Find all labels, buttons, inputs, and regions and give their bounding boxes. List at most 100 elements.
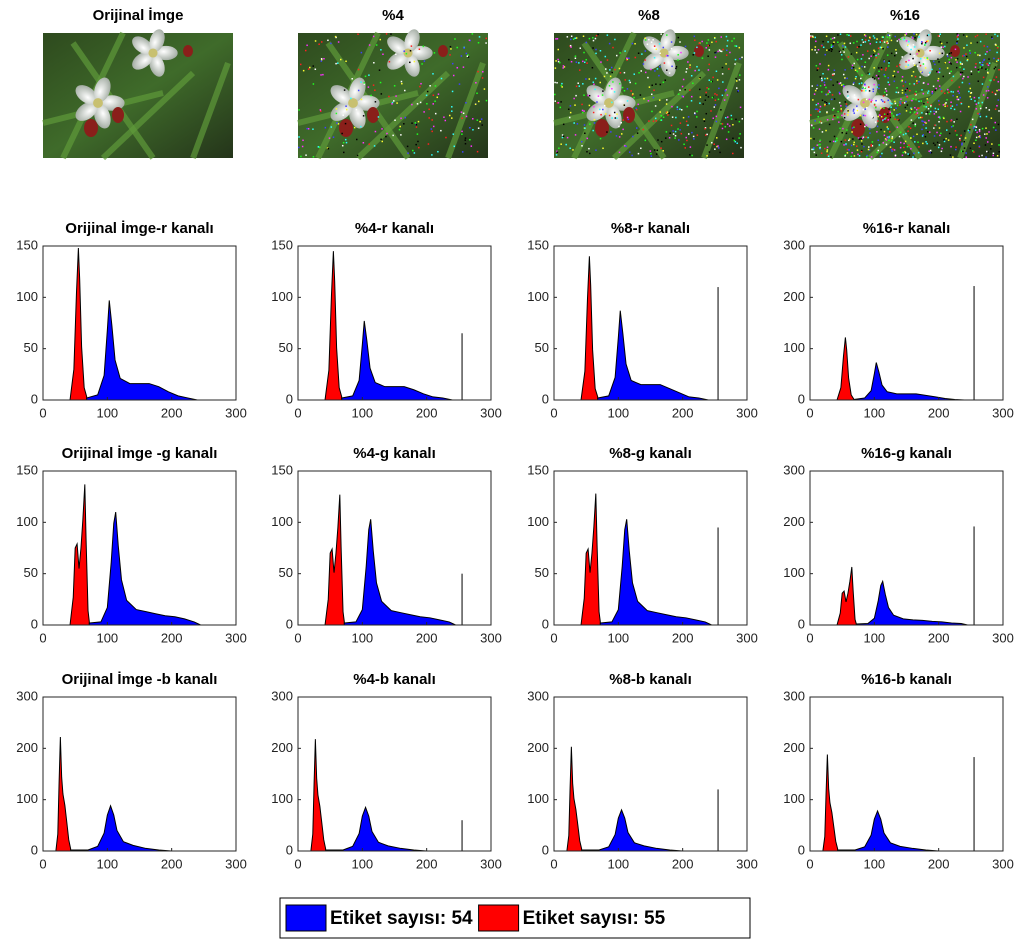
noise-pixel xyxy=(857,98,860,101)
noise-pixel xyxy=(998,144,1000,146)
histogram-area xyxy=(580,256,599,401)
noise-pixel xyxy=(650,68,652,71)
noise-pixel xyxy=(432,94,435,97)
noise-pixel xyxy=(995,76,998,78)
noise-pixel xyxy=(851,151,853,154)
noise-pixel xyxy=(721,66,724,69)
noise-pixel xyxy=(844,77,846,79)
noise-pixel xyxy=(937,108,940,110)
legend-label: Etiket sayısı: 54 xyxy=(330,908,473,929)
noise-pixel xyxy=(921,116,924,119)
petal xyxy=(349,77,366,102)
chart-title: Orijinal İmge -g kanalı xyxy=(62,445,218,462)
noise-pixel xyxy=(913,83,916,85)
noise-pixel xyxy=(556,82,558,84)
noise-pixel xyxy=(921,43,923,45)
noise-pixel xyxy=(940,42,943,45)
y-tick-label: 100 xyxy=(783,791,805,806)
noise-pixel xyxy=(735,118,737,121)
noise-pixel xyxy=(896,126,899,128)
noise-pixel xyxy=(312,65,315,67)
noise-pixel xyxy=(877,53,880,55)
noise-pixel xyxy=(969,52,971,54)
noise-pixel xyxy=(631,94,634,96)
noise-pixel xyxy=(461,133,463,135)
noise-pixel xyxy=(630,90,632,92)
histogram-area xyxy=(325,805,427,852)
noise-pixel xyxy=(685,71,687,73)
noise-pixel xyxy=(867,136,869,139)
noise-pixel xyxy=(380,138,382,141)
noise-pixel xyxy=(882,95,885,97)
noise-pixel xyxy=(942,116,945,119)
noise-pixel xyxy=(862,101,865,104)
noise-pixel xyxy=(912,135,915,138)
noise-pixel xyxy=(819,148,821,150)
noise-pixel xyxy=(830,38,832,40)
noise-pixel xyxy=(840,108,842,110)
chart-title: %4-g kanalı xyxy=(353,445,436,462)
noise-pixel xyxy=(968,90,970,93)
noise-pixel xyxy=(730,118,733,120)
noise-pixel xyxy=(845,132,848,135)
noise-pixel xyxy=(478,36,481,38)
histogram-area xyxy=(343,519,456,626)
noise-pixel xyxy=(974,100,976,102)
noise-pixel xyxy=(842,73,845,76)
noise-pixel xyxy=(417,120,420,123)
noise-pixel xyxy=(878,70,880,73)
noise-pixel xyxy=(946,41,948,44)
noise-pixel xyxy=(894,100,896,103)
noise-pixel xyxy=(871,145,874,147)
noise-pixel xyxy=(915,98,917,101)
noise-pixel xyxy=(946,129,948,131)
noise-pixel xyxy=(655,48,658,51)
noise-pixel xyxy=(826,149,829,151)
noise-pixel xyxy=(320,110,322,112)
noise-pixel xyxy=(893,109,895,111)
noise-pixel xyxy=(950,126,953,128)
petal xyxy=(75,101,98,121)
noise-pixel xyxy=(708,49,711,51)
noise-pixel xyxy=(970,70,973,73)
noise-pixel xyxy=(606,34,609,36)
histogram-area xyxy=(853,362,965,401)
noise-pixel xyxy=(419,85,421,88)
noise-pixel xyxy=(318,146,321,149)
noise-pixel xyxy=(898,38,900,41)
y-tick-label: 100 xyxy=(271,514,293,529)
noise-pixel xyxy=(856,40,858,43)
noise-pixel xyxy=(556,150,558,153)
x-tick-label: 100 xyxy=(607,856,629,871)
noise-pixel xyxy=(696,134,699,136)
noise-pixel xyxy=(885,143,888,146)
noise-pixel xyxy=(418,48,421,50)
noise-pixel xyxy=(621,86,624,89)
chart-title: %16-r kanalı xyxy=(863,220,951,237)
noise-pixel xyxy=(966,35,968,38)
noise-pixel xyxy=(837,116,839,119)
noise-pixel xyxy=(895,49,897,51)
noise-pixel xyxy=(951,79,953,82)
noise-pixel xyxy=(636,132,639,134)
noise-pixel xyxy=(861,137,864,139)
noise-pixel xyxy=(620,133,623,135)
noise-pixel xyxy=(938,100,940,102)
noise-pixel xyxy=(409,61,411,64)
noise-pixel xyxy=(330,42,332,45)
noise-pixel xyxy=(614,38,616,41)
noise-pixel xyxy=(929,71,931,74)
y-tick-label: 100 xyxy=(271,791,293,806)
bug xyxy=(339,119,353,137)
leaf xyxy=(611,70,707,161)
noise-pixel xyxy=(934,144,936,146)
noise-pixel xyxy=(718,49,721,51)
noise-pixel xyxy=(951,105,954,107)
noise-pixel xyxy=(604,55,607,58)
noise-pixel xyxy=(948,132,951,135)
noise-pixel xyxy=(942,104,945,106)
noise-pixel xyxy=(887,81,889,83)
noise-pixel xyxy=(818,128,821,130)
noise-pixel xyxy=(739,106,742,109)
noise-pixel xyxy=(707,39,710,41)
